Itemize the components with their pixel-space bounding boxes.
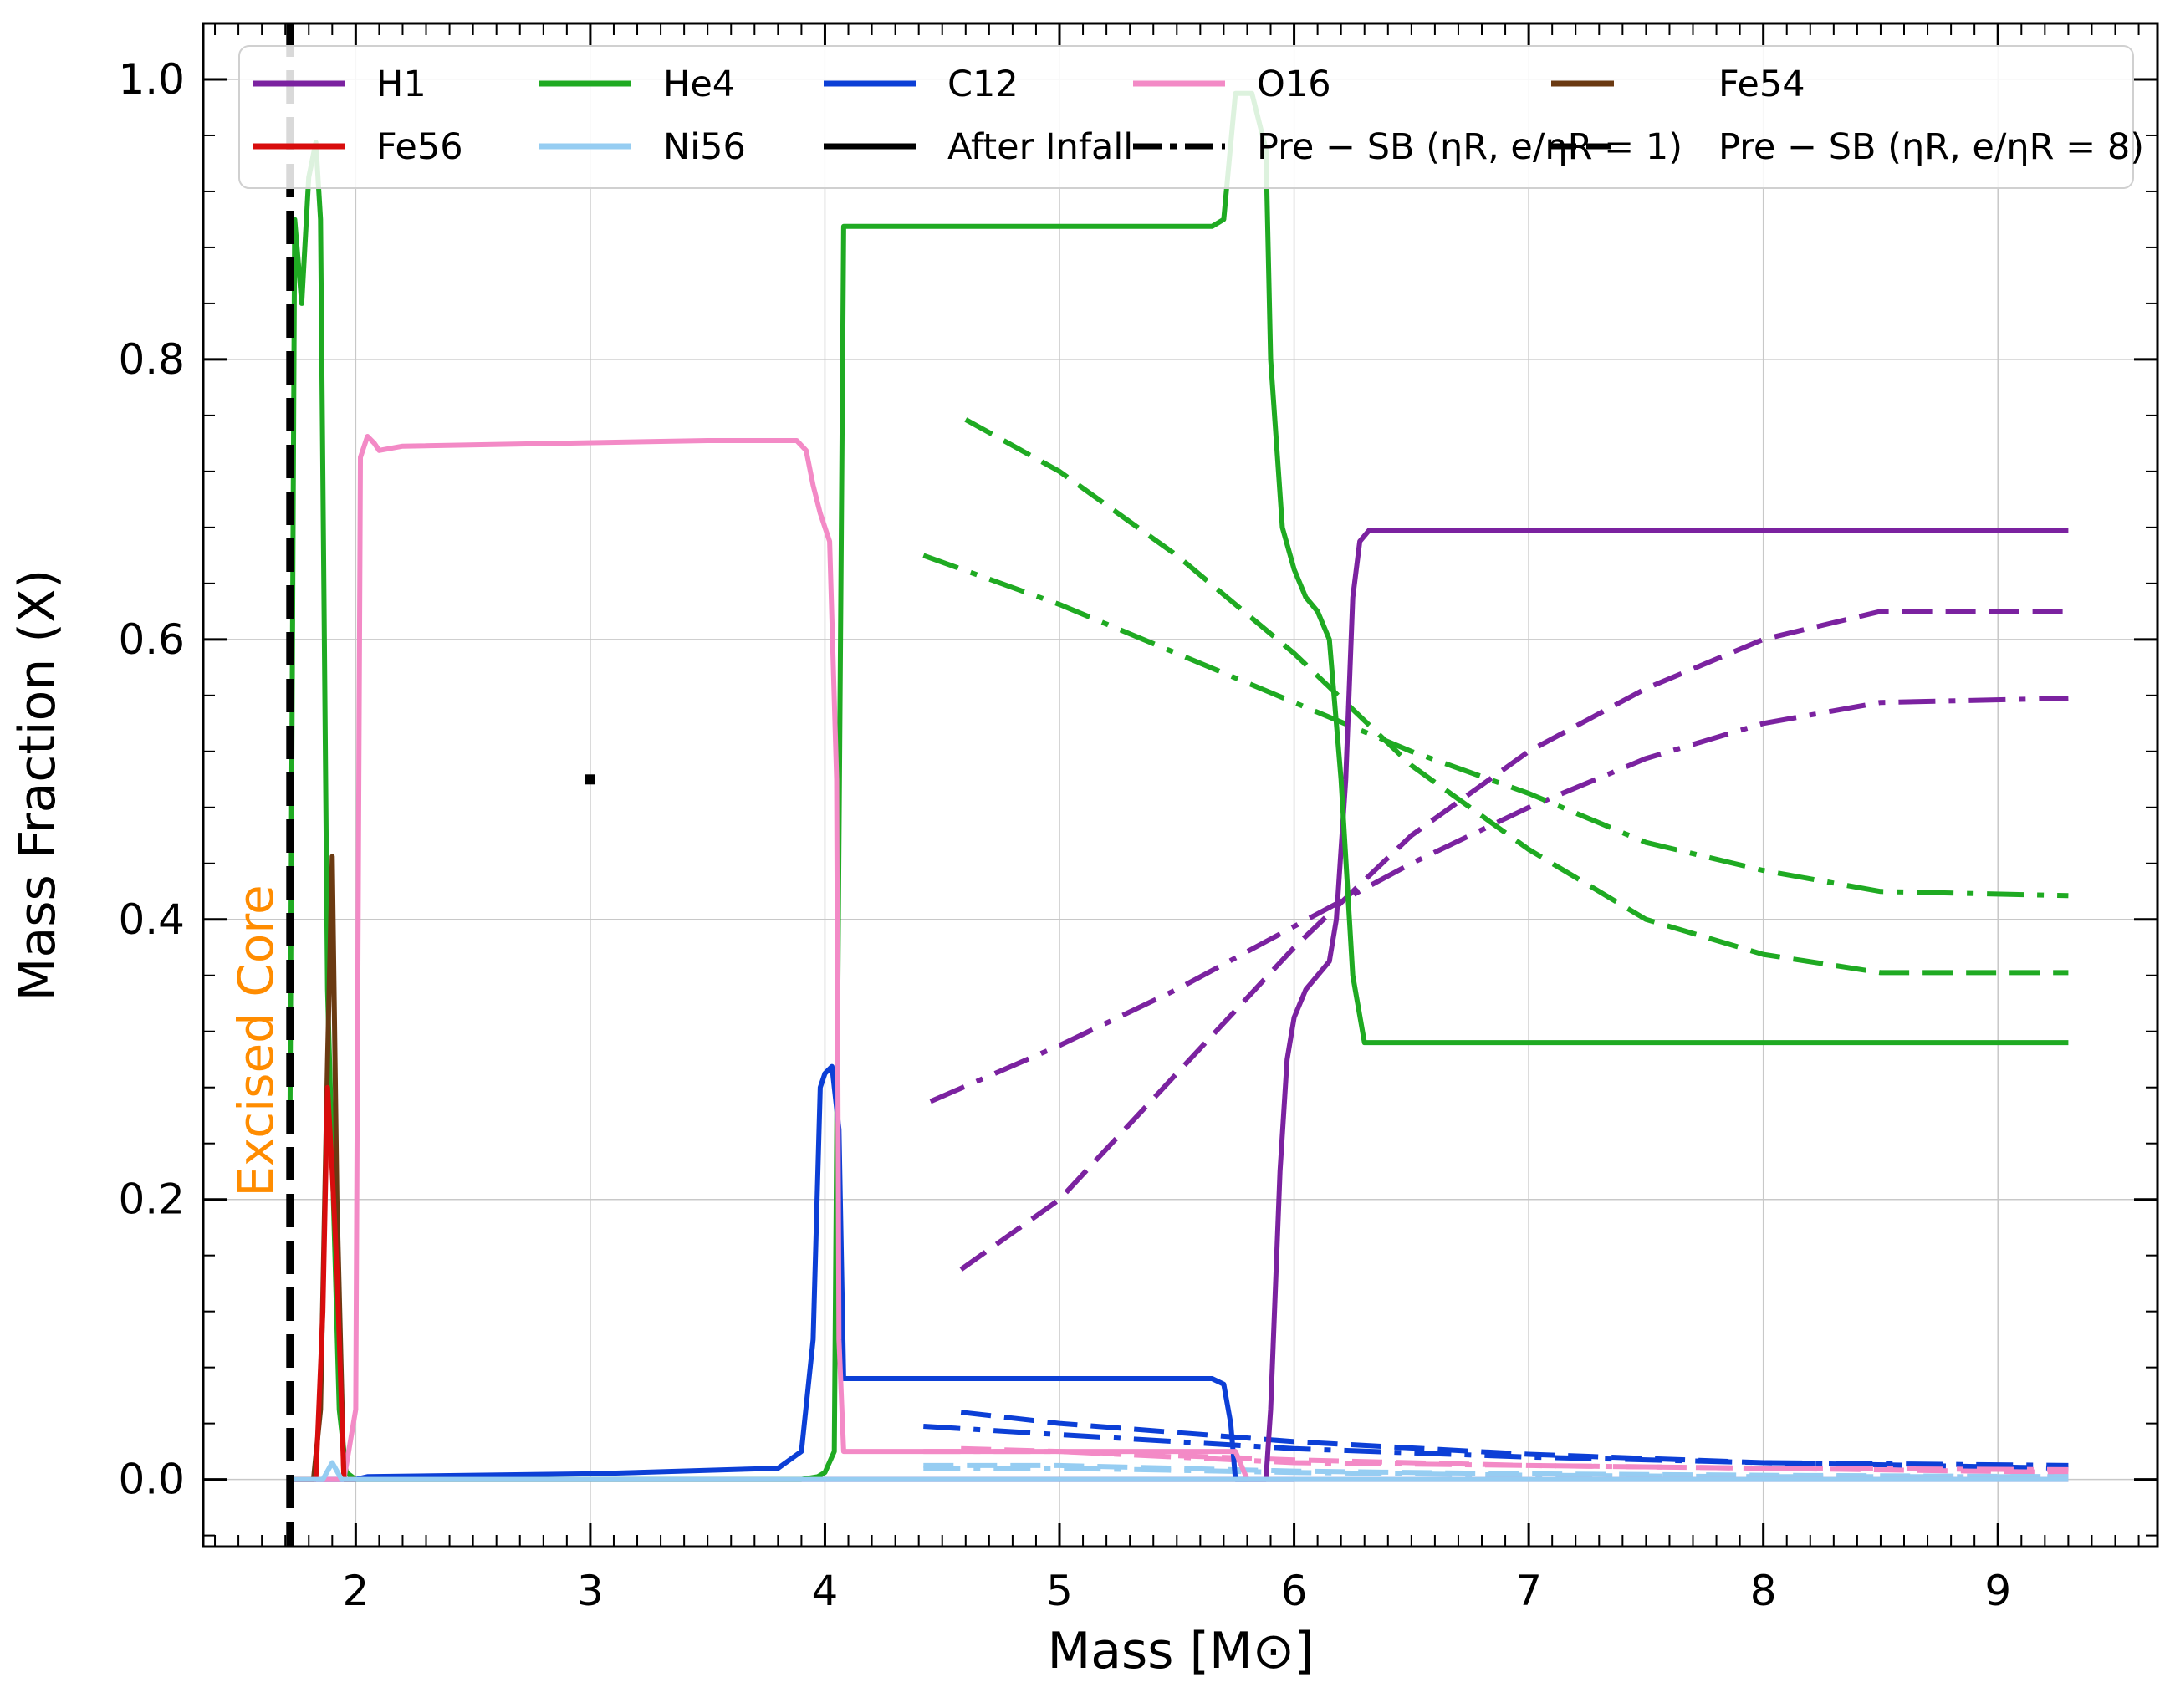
legend-label: He4	[663, 64, 735, 105]
legend-label: Pre − SB (ηR, e/ηR = 1)	[1257, 126, 1682, 168]
x-tick-label: 8	[1750, 1567, 1777, 1615]
legend-label: H1	[376, 64, 426, 105]
legend-label: C12	[947, 64, 1019, 105]
x-tick-label: 5	[1046, 1567, 1073, 1615]
markers	[286, 23, 595, 1547]
x-tick-label: 4	[812, 1567, 839, 1615]
series-line-ni56-dashed	[923, 1462, 2069, 1480]
legend-label: Pre − SB (ηR, e/ηR = 8)	[1718, 126, 2144, 168]
data-series	[287, 90, 2069, 1482]
series-line-fe56-solid	[289, 1084, 356, 1482]
series-line-o16-solid	[289, 434, 2069, 1482]
series-line-h1-dashed	[959, 609, 2069, 1272]
series-line-o16-dashed	[961, 1445, 2069, 1476]
excised-core-annotation: Excised Core	[227, 885, 284, 1196]
x-tick-label: 9	[1984, 1567, 2011, 1615]
y-tick-label: 1.0	[118, 55, 185, 104]
axis-ticks	[203, 23, 2157, 1547]
legend-label: Fe54	[1718, 64, 1805, 105]
y-tick-label: 0.2	[118, 1175, 185, 1224]
series-line-he4-dashed	[964, 417, 2069, 976]
legend-label: Ni56	[663, 126, 746, 168]
series-line-he4-solid	[287, 90, 2069, 1482]
series-line-he4-dashdot	[922, 553, 2069, 899]
x-tick-label: 2	[342, 1567, 369, 1615]
legend-box	[238, 45, 2134, 189]
x-tick-label: 6	[1281, 1567, 1308, 1615]
series-line-c12-solid	[289, 1063, 1294, 1482]
legend-label: After Infall	[947, 126, 1133, 168]
series-line-h1-solid	[289, 528, 2069, 1482]
x-tick-label: 3	[577, 1567, 604, 1615]
y-tick-label: 0.0	[118, 1456, 185, 1504]
plot-background	[203, 23, 2157, 1547]
tick-labels: 2 3 4 5 6 7 8 9 0.0 0.2 0.4 0.6 0.8 1.0	[118, 55, 2011, 1615]
series-line-c12-dashed	[960, 1410, 2069, 1471]
reference-point-marker	[585, 774, 595, 785]
plot-frame	[202, 22, 2159, 1548]
legend-label: Fe56	[376, 126, 463, 168]
y-tick-label: 0.8	[118, 335, 185, 384]
y-tick-label: 0.6	[118, 615, 185, 664]
y-tick-label: 0.4	[118, 895, 185, 944]
series-line-ni56-solid	[289, 1460, 2069, 1482]
legend-label: O16	[1257, 64, 1331, 105]
x-tick-label: 7	[1515, 1567, 1542, 1615]
y-axis-label: Mass Fraction (X)	[8, 569, 67, 1002]
x-axis-label: Mass [M⊙]	[1048, 1622, 1315, 1680]
legend: H1 He4 C12 O16 Fe54 Fe56 Ni56 After Infall Pre −…	[238, 45, 2144, 189]
